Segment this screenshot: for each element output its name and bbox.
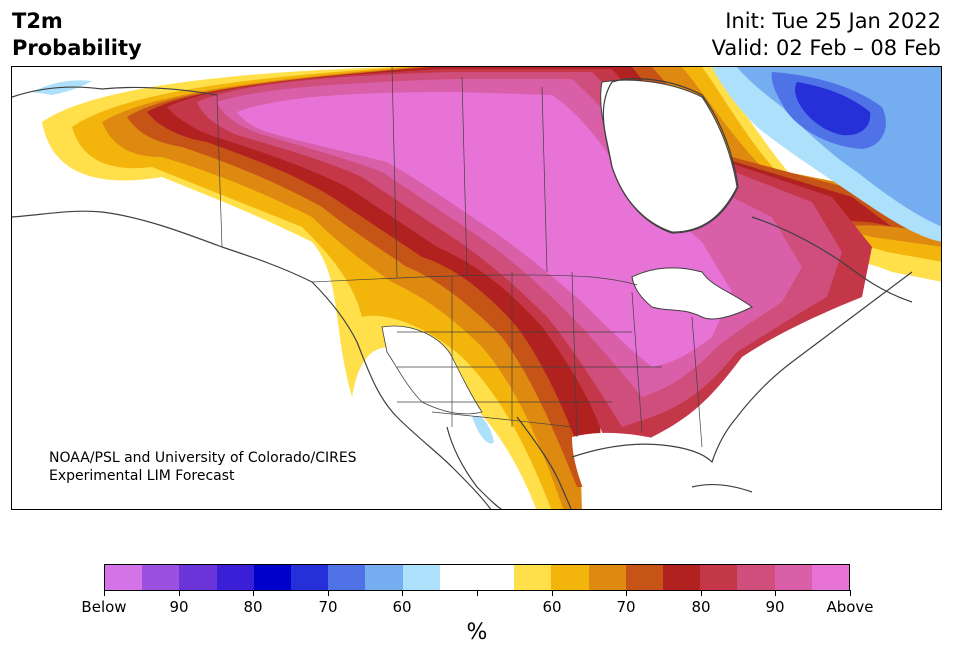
colorbar-swatch [253,565,292,590]
colorbar-swatch [365,565,403,590]
colorbar-tick [477,590,478,596]
map-title: T2m Probability [12,8,142,62]
colorbar-tick-label: 70 [318,598,338,616]
probability-map [11,66,942,510]
colorbar-tick-label: 60 [542,598,562,616]
credit-line-2: Experimental LIM Forecast [49,468,235,484]
colorbar-swatch [625,565,664,590]
forecast-dates: Init: Tue 25 Jan 2022 Valid: 02 Feb – 08… [712,8,941,62]
band-below-80 [795,82,871,136]
band-below-60-mexico [472,415,494,444]
colorbar-tick [104,590,105,596]
variable-label: T2m [12,9,63,33]
colorbar-swatch [142,565,180,590]
colorbar-tick-label: Above [826,598,874,616]
colorbar-tick [775,590,776,596]
colorbar-swatch [216,565,254,590]
colorbar-tick [328,590,329,596]
colorbar-swatch [105,565,143,590]
valid-range: Valid: 02 Feb – 08 Feb [711,36,941,60]
colorbar-tick [253,590,254,596]
great-lakes [631,267,753,320]
colorbar-swatch [774,565,812,590]
colorbar-swatch [811,565,850,590]
colorbar-swatch [737,565,775,590]
colorbar-swatch [588,565,626,590]
colorbar-swatch [514,565,552,590]
band-above-high [237,92,732,367]
colorbar-unit: % [466,620,488,645]
southwest-white [381,325,483,415]
colorbar-tick [626,590,627,596]
colorbar [104,564,850,591]
colorbar-swatch [477,565,515,590]
colorbar-tick-label: Below [81,598,127,616]
colorbar-tick [552,590,553,596]
colorbar-tick [850,590,851,596]
colorbar-tick-label: 80 [691,598,711,616]
colorbar-swatch [291,565,329,590]
colorbar-tick [701,590,702,596]
probability-label: Probability [12,36,142,60]
map-canvas [12,67,941,509]
colorbar-tick [179,590,180,596]
credit-text: NOAA/PSL and University of Colorado/CIRE… [49,449,357,485]
colorbar-tick-label: 60 [392,598,412,616]
colorbar-tick [402,590,403,596]
colorbar-tick-label: 90 [169,598,189,616]
colorbar-swatch [439,565,478,590]
political-borders [216,67,703,448]
colorbar-swatch [700,565,738,590]
colorbar-swatch [402,565,440,590]
colorbar-tick-label: 70 [616,598,636,616]
gulf-of-mexico [572,432,707,509]
init-date: Init: Tue 25 Jan 2022 [725,9,941,33]
colorbar-tick-label: 90 [765,598,785,616]
colorbar-swatch [663,565,701,590]
credit-line-1: NOAA/PSL and University of Colorado/CIRE… [49,450,357,466]
colorbar-tick-label: 80 [243,598,263,616]
coastlines [12,78,913,509]
pacific-ocean [12,217,459,509]
colorbar-swatch [551,565,589,590]
colorbar-swatch [179,565,217,590]
colorbar-swatch [328,565,366,590]
